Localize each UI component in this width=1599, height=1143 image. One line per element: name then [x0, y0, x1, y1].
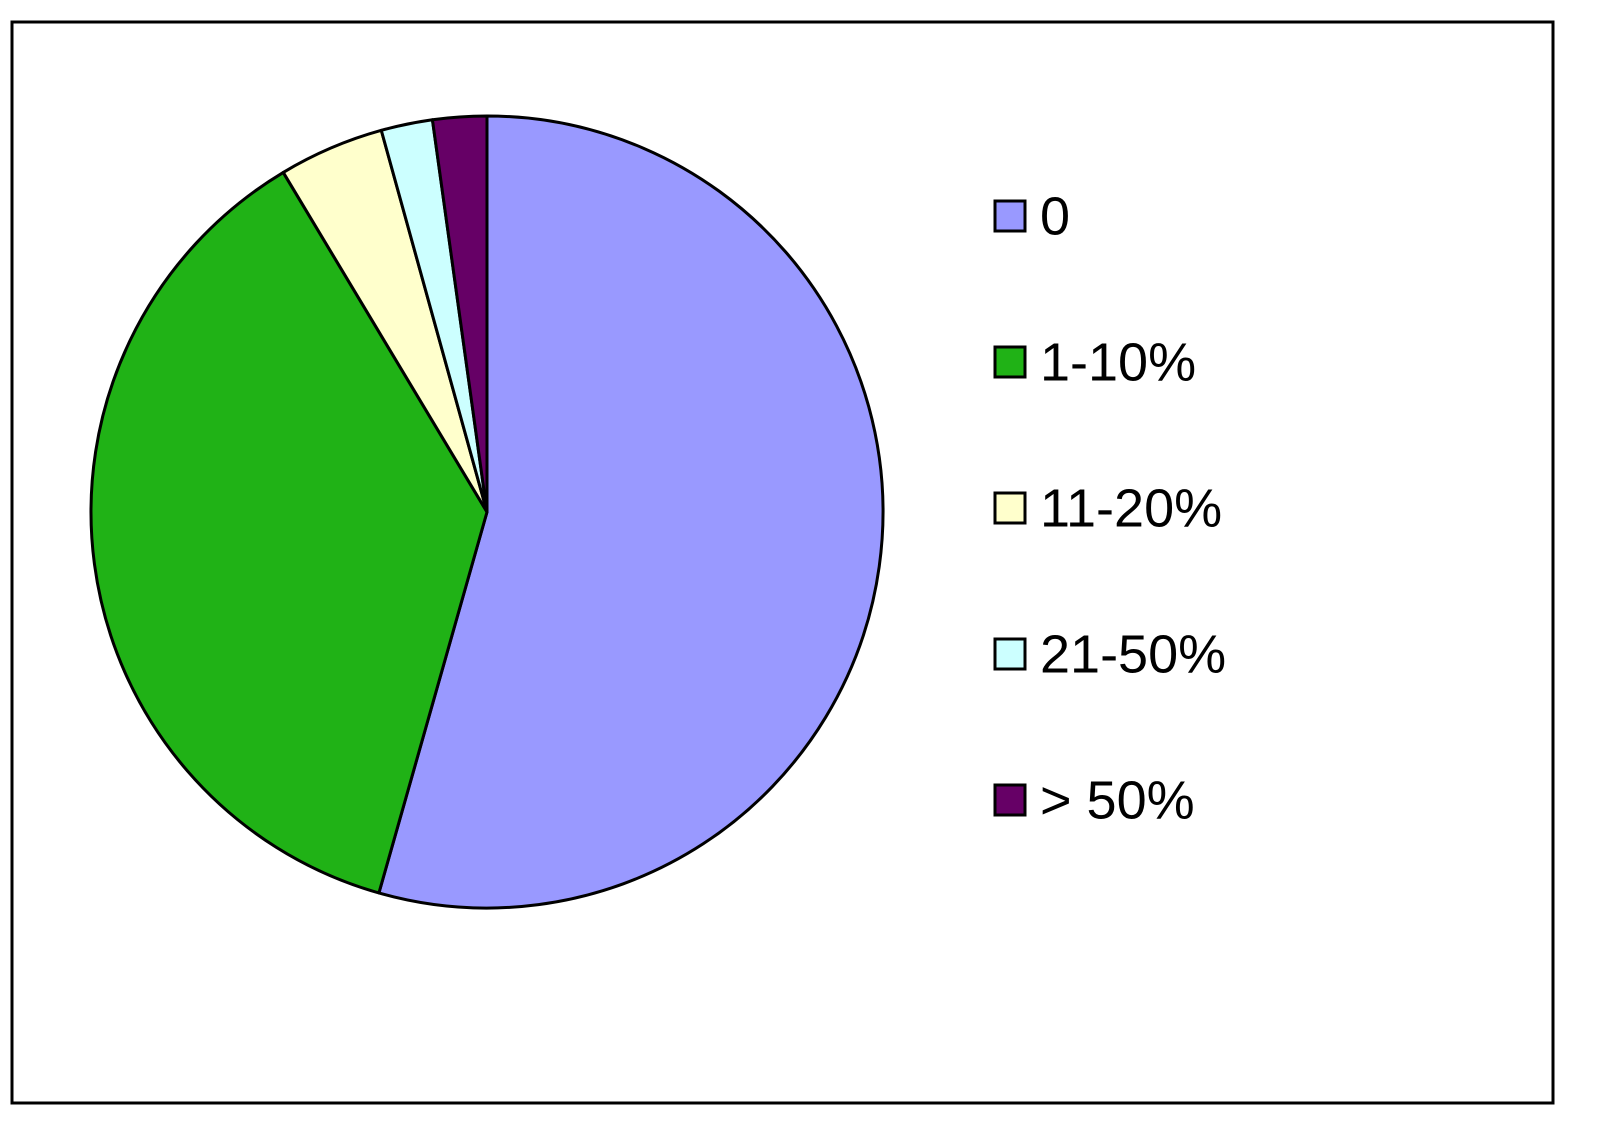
legend-label: 11-20%: [1040, 478, 1222, 538]
legend-swatch: [993, 491, 1027, 525]
pie-slice: [430, 114, 489, 514]
legend-swatch: [993, 637, 1027, 671]
pie-slice: [377, 114, 885, 910]
legend-label: 0: [1040, 186, 1070, 246]
legend-swatch: [993, 783, 1027, 817]
legend-label: 1-10%: [1040, 332, 1196, 392]
legend-swatch: [993, 345, 1027, 379]
legend-label: 21-50%: [1040, 624, 1226, 684]
pie-slice: [89, 170, 489, 895]
legend-swatch: [993, 199, 1027, 233]
legend-label: > 50%: [1040, 770, 1195, 830]
